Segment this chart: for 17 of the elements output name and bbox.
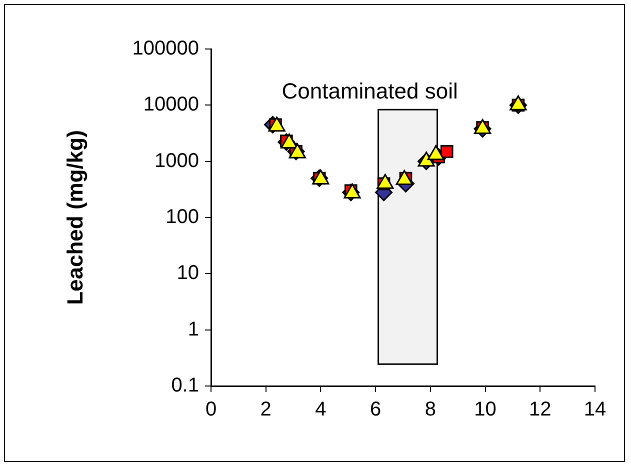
x-tick-label: 10 — [474, 398, 496, 421]
x-tick-label: 0 — [205, 398, 217, 421]
y-tick-label: 100000 — [132, 38, 199, 60]
band-label: Contaminated soil — [282, 78, 458, 104]
x-tick-label: 2 — [260, 398, 272, 421]
y-tick-label: 0.1 — [171, 374, 199, 397]
y-tick-label: 10 — [176, 262, 199, 284]
y-tick-label: 100 — [166, 206, 199, 228]
x-tick-label: 14 — [584, 398, 606, 421]
y-axis-title: Leached (mg/kg) — [62, 130, 88, 305]
y-tick-label: 1 — [188, 318, 199, 340]
x-tick-label: 8 — [424, 398, 436, 421]
x-tick-label: 6 — [370, 398, 382, 421]
x-tick-label: 4 — [315, 398, 326, 421]
x-tick-label: 12 — [529, 398, 552, 421]
y-tick-label: 10000 — [143, 94, 199, 116]
y-tick-label: 1000 — [154, 150, 199, 172]
